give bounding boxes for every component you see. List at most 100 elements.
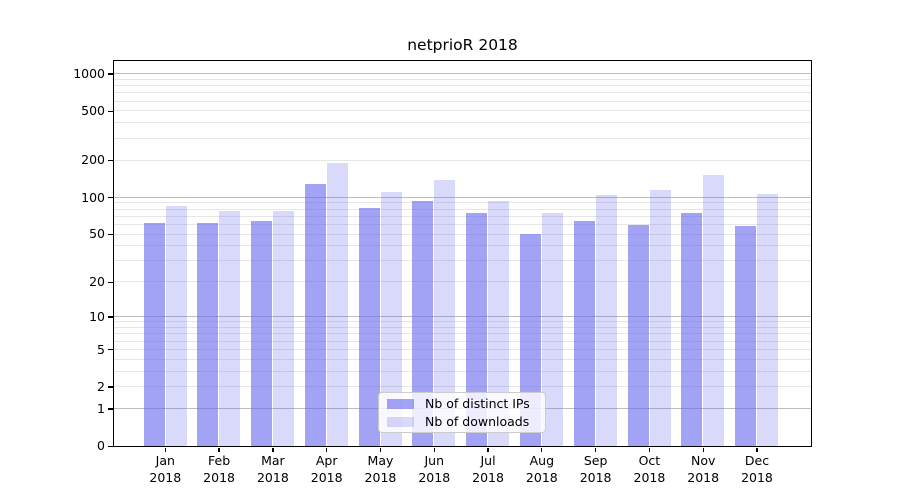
bar-nb-of-distinct-ips-feb-2018 xyxy=(197,222,219,446)
y-tick-label-5: 5 xyxy=(97,341,105,357)
bar-nb-of-downloads-jun-2018 xyxy=(434,179,456,446)
y-tick-10 xyxy=(107,316,113,318)
legend-label-distinct-ips: Nb of distinct IPs xyxy=(425,396,530,411)
legend: Nb of distinct IPs Nb of downloads xyxy=(378,392,546,433)
bar-nb-of-distinct-ips-jun-2018 xyxy=(412,201,434,446)
y-tick-label-0: 0 xyxy=(97,438,105,454)
x-tick-label-line: Nov xyxy=(690,453,716,468)
bar-nb-of-distinct-ips-dec-2018 xyxy=(735,226,757,446)
y-tick-label-100: 100 xyxy=(81,189,105,205)
minor-gridline-6 xyxy=(114,340,811,342)
bar-nb-of-distinct-ips-nov-2018 xyxy=(681,213,703,446)
bar-nb-of-distinct-ips-may-2018 xyxy=(358,207,380,446)
y-tick-500 xyxy=(107,110,113,112)
x-tick-apr-2018 xyxy=(326,447,328,453)
legend-row-distinct-ips: Nb of distinct IPs xyxy=(387,396,537,411)
y-tick-100 xyxy=(107,196,113,199)
minor-gridline-60 xyxy=(114,223,811,225)
bar-nb-of-downloads-dec-2018 xyxy=(757,193,779,446)
bar-nb-of-distinct-ips-apr-2018 xyxy=(304,183,326,446)
y-tick-label-1000: 1000 xyxy=(73,65,105,81)
plot-area xyxy=(113,60,812,447)
x-tick-label-line: 2018 xyxy=(310,470,343,485)
x-tick-label-line: Jul xyxy=(480,453,496,468)
minor-gridline-900 xyxy=(114,78,811,80)
minor-gridline-700 xyxy=(114,92,811,94)
major-gridline-10 xyxy=(114,316,811,318)
x-tick-label-nov-2018: Nov 2018 xyxy=(663,452,743,486)
minor-gridline-300 xyxy=(114,137,811,139)
major-gridline-1000 xyxy=(114,73,811,75)
y-tick-label-500: 500 xyxy=(81,103,105,119)
x-tick-sep-2018 xyxy=(594,447,597,453)
x-tick-label-line: Sep xyxy=(583,453,608,468)
x-tick-label-apr-2018: Apr 2018 xyxy=(287,452,367,486)
bar-nb-of-distinct-ips-jan-2018 xyxy=(143,222,165,446)
bar-nb-of-downloads-oct-2018 xyxy=(649,190,671,446)
minor-gridline-8 xyxy=(114,327,811,329)
x-tick-label-dec-2018: Dec 2018 xyxy=(717,452,797,486)
x-tick-label-line: 2018 xyxy=(149,470,182,485)
x-tick-label-mar-2018: Mar 2018 xyxy=(233,452,313,486)
minor-gridline-5 xyxy=(114,348,811,350)
bar-nb-of-downloads-apr-2018 xyxy=(326,162,348,446)
y-tick-label-2: 2 xyxy=(97,379,105,395)
x-tick-label-line: Mar xyxy=(261,453,285,468)
minor-gridline-4 xyxy=(114,358,811,360)
x-tick-nov-2018 xyxy=(702,447,704,453)
x-tick-mar-2018 xyxy=(272,447,274,453)
minor-gridline-90 xyxy=(114,202,811,204)
x-tick-label-line: 2018 xyxy=(364,470,397,485)
y-tick-label-10: 10 xyxy=(89,309,105,325)
x-tick-label-line: 2018 xyxy=(633,470,666,485)
bar-nb-of-downloads-jan-2018 xyxy=(165,205,187,446)
bar-nb-of-distinct-ips-sep-2018 xyxy=(573,221,595,446)
y-tick-label-200: 200 xyxy=(81,152,105,168)
x-tick-label-may-2018: May 2018 xyxy=(340,452,420,486)
x-tick-jul-2018 xyxy=(487,447,489,453)
minor-gridline-7 xyxy=(114,333,811,335)
legend-swatch-distinct-ips-icon xyxy=(387,398,414,409)
x-tick-label-line: 2018 xyxy=(687,470,720,485)
bar-nb-of-distinct-ips-mar-2018 xyxy=(251,221,273,446)
bar-nb-of-downloads-nov-2018 xyxy=(703,174,725,446)
x-tick-label-line: 2018 xyxy=(525,470,558,485)
y-tick-50 xyxy=(107,233,113,236)
minor-gridline-3 xyxy=(114,370,811,372)
x-tick-label-line: Dec xyxy=(744,453,770,468)
minor-gridline-30 xyxy=(114,260,811,262)
x-tick-label-line: Aug xyxy=(529,453,555,468)
x-tick-label-line: Apr xyxy=(315,453,338,468)
x-tick-label-aug-2018: Aug 2018 xyxy=(502,452,582,486)
y-tick-2 xyxy=(107,386,113,388)
x-tick-label-line: 2018 xyxy=(203,470,235,485)
x-tick-dec-2018 xyxy=(756,447,758,453)
major-gridline-100 xyxy=(114,196,811,198)
minor-gridline-200 xyxy=(114,159,811,161)
bar-nb-of-downloads-sep-2018 xyxy=(595,195,617,446)
x-tick-jun-2018 xyxy=(433,447,435,453)
bar-nb-of-downloads-may-2018 xyxy=(380,192,402,446)
bar-nb-of-distinct-ips-oct-2018 xyxy=(627,225,649,446)
x-tick-oct-2018 xyxy=(648,447,651,453)
x-tick-label-jan-2018: Jan 2018 xyxy=(125,452,205,486)
minor-gridline-600 xyxy=(114,100,811,102)
minor-gridline-800 xyxy=(114,85,811,87)
x-tick-label-line: Jun xyxy=(424,453,445,468)
legend-label-downloads: Nb of downloads xyxy=(425,414,530,429)
minor-gridline-9 xyxy=(114,321,811,323)
x-tick-label-line: Jan xyxy=(155,453,175,468)
y-tick-1000 xyxy=(107,73,113,75)
y-tick-5 xyxy=(107,349,113,351)
bar-nb-of-downloads-jul-2018 xyxy=(488,201,510,446)
x-tick-label-line: May xyxy=(367,453,394,468)
y-tick-1 xyxy=(107,408,113,410)
legend-swatch-downloads-icon xyxy=(387,416,414,427)
x-tick-label-jun-2018: Jun 2018 xyxy=(394,452,474,486)
x-tick-label-line: 2018 xyxy=(741,470,773,485)
chart-title: netprioR 2018 xyxy=(407,36,518,54)
bar-nb-of-downloads-feb-2018 xyxy=(219,211,241,446)
minor-gridline-40 xyxy=(114,245,811,247)
x-tick-may-2018 xyxy=(379,447,382,453)
